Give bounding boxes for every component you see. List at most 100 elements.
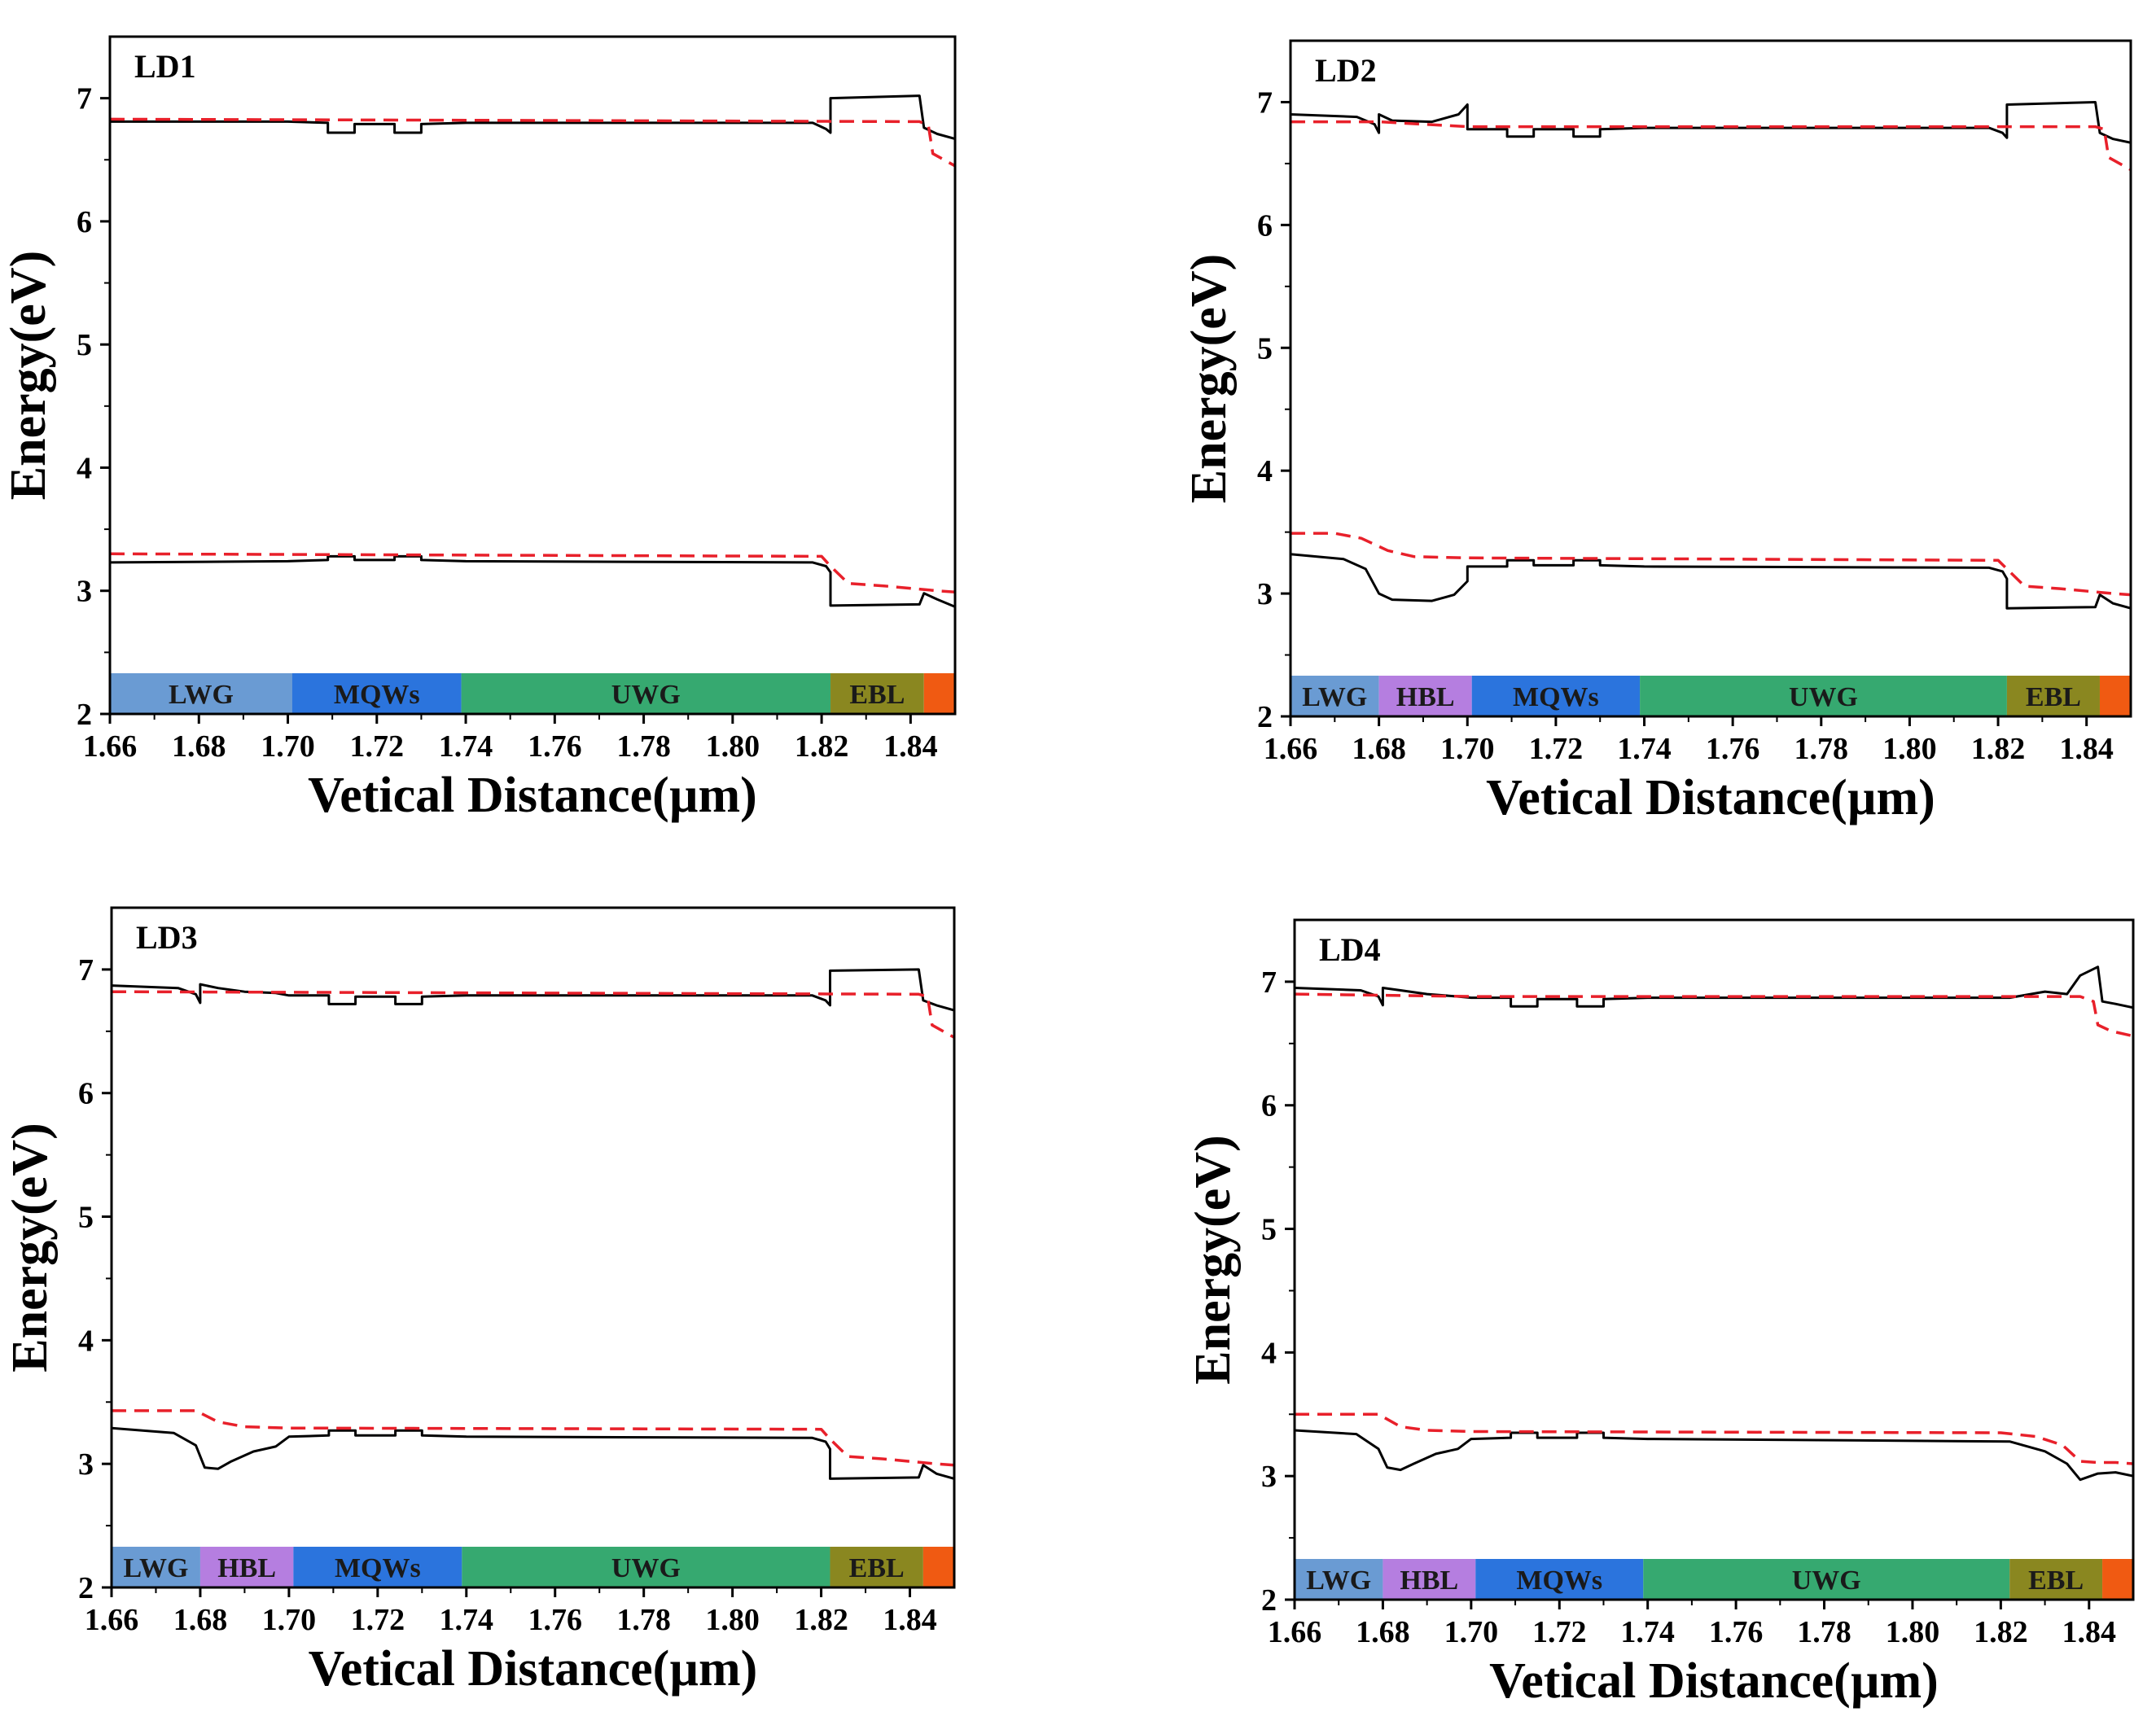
x-tick-label: 1.66 [83, 729, 138, 764]
x-tick-label: 1.82 [794, 1603, 848, 1637]
region-label-mqws: MQWs [334, 680, 420, 710]
y-axis-label: Energy(eV) [2, 1123, 58, 1372]
x-tick-label: 1.80 [1886, 1615, 1940, 1649]
panel-ld1: LWG MQWs UWG EBL 1.66 1.68 1.70 1.72 1.74 1.76 1.7… [1, 35, 957, 823]
series-conduction-band [112, 968, 954, 1012]
region-bar-uwg [1643, 1559, 2010, 1600]
x-tick-label: 1.78 [1794, 732, 1849, 766]
series-valence-band [1291, 553, 2131, 610]
series-electron-quasi-fermi-level [1295, 992, 2133, 1038]
x-tick-label: 1.82 [795, 729, 849, 764]
panel-title: LD3 [136, 919, 198, 956]
y-tick-label: 5 [78, 1201, 94, 1235]
y-tick-label: 7 [1261, 965, 1277, 1000]
y-tick-label: 5 [1261, 1213, 1277, 1247]
series-electron-quasi-fermi-level [110, 117, 955, 168]
x-tick-label: 1.84 [883, 729, 938, 764]
x-tick-label: 1.72 [350, 729, 405, 764]
y-tick-label: 7 [1257, 85, 1273, 120]
series-hole-quasi-fermi-level [1291, 532, 2131, 597]
plot-frame [110, 906, 956, 1589]
x-tick-label: 1.70 [262, 1603, 317, 1637]
plot-frame [1289, 39, 2132, 718]
region-label-hbl: HBL [1396, 682, 1455, 712]
x-tick-label: 1.82 [1971, 732, 2026, 766]
series-conduction-band [1295, 965, 2133, 1009]
region-label-ebl: EBL [2026, 682, 2081, 712]
panel-title: LD4 [1319, 931, 1381, 968]
y-tick-label: 6 [77, 205, 92, 239]
region-bar-uwg [461, 673, 831, 714]
series-group [112, 968, 954, 1480]
region-bar-ebl [2006, 676, 2100, 716]
y-tick-label: 6 [78, 1077, 94, 1111]
region-label-lwg: LWG [1306, 1565, 1371, 1596]
y-tick-label: 3 [1257, 577, 1273, 611]
x-tick-label: 1.68 [172, 729, 226, 764]
region-label-ebl: EBL [849, 680, 905, 710]
x-tick-label: 1.84 [883, 1603, 937, 1637]
x-axis-label: Vetical Distance(µm) [309, 1641, 758, 1697]
panel-ld2: LWG HBL MQWs UWG EBL 1.66 1.68 1.70 1.72 1.74 1.76… [1181, 39, 2132, 825]
region-bar-mqws [1475, 1559, 1644, 1600]
x-axis-label: Vetical Distance(µm) [1489, 1653, 1939, 1709]
x-tick-label: 1.74 [1617, 732, 1672, 766]
region-bar-ebl [830, 1547, 923, 1587]
y-tick-label: 3 [77, 575, 92, 609]
region-label-lwg: LWG [123, 1553, 188, 1583]
y-tick-label: 2 [1261, 1583, 1277, 1618]
region-bar-lwg [1295, 1559, 1383, 1600]
x-tick-label: 1.70 [1444, 1615, 1499, 1649]
region-label-mqws: MQWs [335, 1553, 421, 1583]
region-label-uwg: UWG [611, 1553, 681, 1583]
y-tick-label: 6 [1257, 208, 1273, 243]
x-tick-label: 1.72 [351, 1603, 405, 1637]
x-tick-label: 1.68 [173, 1603, 228, 1637]
region-label-uwg: UWG [1792, 1565, 1861, 1596]
x-tick-label: 1.66 [1268, 1615, 1322, 1649]
x-tick-label: 1.76 [528, 1603, 582, 1637]
region-label-lwg: LWG [1302, 682, 1367, 712]
x-tick-label: 1.82 [1974, 1615, 2028, 1649]
y-tick-label: 7 [78, 953, 94, 987]
series-hole-quasi-fermi-level [1295, 1412, 2133, 1465]
x-tick-label: 1.76 [528, 729, 582, 764]
region-bar-hbl [1383, 1559, 1476, 1600]
region-bar-ebl [830, 673, 924, 714]
x-tick-label: 1.70 [261, 729, 315, 764]
plot-frame [1293, 918, 2135, 1601]
x-tick-label: 1.72 [1529, 732, 1584, 766]
series-conduction-band [1291, 101, 2131, 144]
x-tick-label: 1.84 [2062, 1615, 2117, 1649]
region-bar-lwg [110, 673, 292, 714]
region-label-uwg: UWG [1789, 682, 1858, 712]
region-bar-hbl [1378, 676, 1472, 716]
series-hole-quasi-fermi-level [112, 1409, 954, 1467]
region-label-mqws: MQWs [1516, 1565, 1602, 1596]
region-bar-mqws [293, 1547, 462, 1587]
x-tick-label: 1.68 [1352, 732, 1406, 766]
series-hole-quasi-fermi-level [110, 552, 955, 593]
panel-ld3: LWG HBL MQWs UWG EBL 1.66 1.68 1.70 1.72 1.74 1.76… [2, 906, 956, 1697]
y-tick-label: 4 [77, 451, 92, 485]
y-tick-label: 6 [1261, 1089, 1277, 1123]
x-tick-label: 1.72 [1532, 1615, 1587, 1649]
x-tick-label: 1.80 [1882, 732, 1937, 766]
y-tick-label: 2 [1257, 700, 1273, 734]
y-axis-label: Energy(eV) [1, 251, 56, 500]
x-tick-label: 1.74 [439, 729, 493, 764]
region-label-mqws: MQWs [1513, 682, 1599, 712]
y-tick-label: 4 [1257, 454, 1273, 488]
series-valence-band [112, 1426, 954, 1480]
x-tick-label: 1.76 [1709, 1615, 1764, 1649]
x-tick-label: 1.78 [616, 1603, 671, 1637]
x-tick-label: 1.80 [706, 729, 760, 764]
panel-title: LD2 [1315, 52, 1377, 89]
region-bar-hbl [199, 1547, 294, 1587]
x-tick-label: 1.68 [1356, 1615, 1410, 1649]
series-conduction-band [110, 94, 955, 141]
y-tick-label: 7 [77, 82, 92, 116]
panel-ld4: LWG HBL MQWs UWG EBL 1.66 1.68 1.70 1.72 1.74 1.76… [1185, 918, 2135, 1709]
region-bar-contact [923, 673, 955, 714]
